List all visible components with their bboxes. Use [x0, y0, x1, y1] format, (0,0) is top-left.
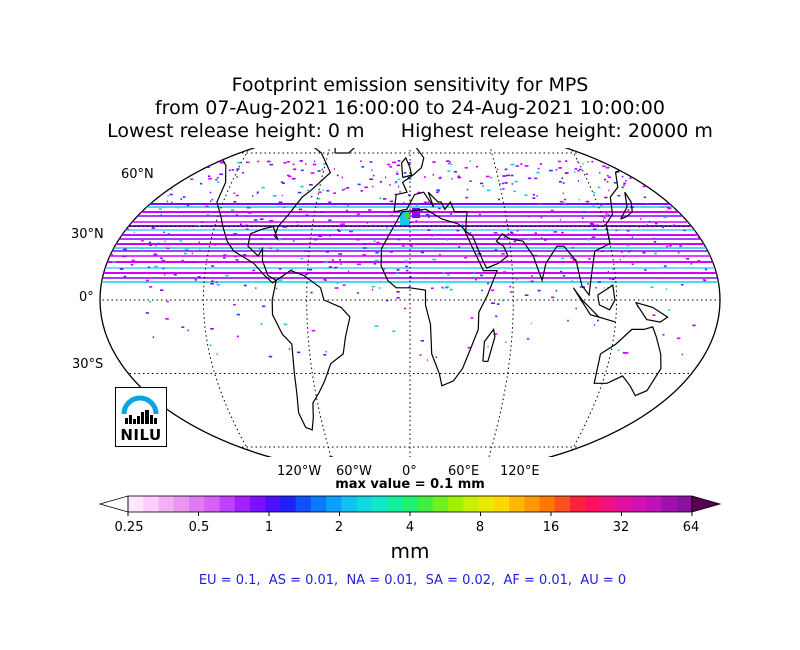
meridian-line — [202, 148, 297, 457]
colorbar-unit-label: mm — [390, 539, 430, 563]
colorbar-tick-label: 0.5 — [188, 520, 210, 535]
coastline-path — [635, 301, 669, 323]
lon-label-60e: 60°E — [448, 464, 480, 479]
lon-label-120w: 120°W — [277, 464, 322, 479]
coastline-path — [482, 327, 496, 362]
colorbar-tick-label: 64 — [682, 520, 700, 535]
lat-label-0: 0° — [79, 290, 94, 305]
title-line-3: Lowest release height: 0 m Highest relea… — [107, 120, 713, 142]
colorbar-tick-label: 2 — [334, 520, 344, 535]
title-line-1: Footprint emission sensitivity for MPS — [231, 74, 589, 96]
coastlines — [177, 148, 691, 457]
coastline-path — [393, 148, 646, 297]
footprint-speckles — [110, 160, 713, 361]
colorbar-tick-label: 32 — [612, 520, 630, 535]
nilu-logo-text: NILU — [120, 426, 162, 444]
coastline-path — [593, 326, 662, 397]
coastline-path — [597, 284, 616, 311]
meridian-line — [523, 148, 618, 457]
colorbar-tick-label: 4 — [405, 520, 415, 535]
graticule — [100, 148, 720, 457]
colorbar-tick-label: 0.25 — [114, 520, 144, 535]
meridian-line — [306, 148, 354, 457]
lon-label-60w: 60°W — [336, 464, 372, 479]
coastline-path — [400, 156, 413, 179]
coastline-path — [328, 148, 388, 154]
coastline-path — [572, 287, 616, 323]
region-totals: EU = 0.1, AS = 0.01, NA = 0.01, SA = 0.0… — [198, 573, 627, 588]
nilu-logo: NILU — [115, 387, 167, 447]
coastline-path — [380, 208, 498, 387]
coastline-path — [271, 269, 351, 431]
colorbar-tick-label: 16 — [542, 520, 560, 535]
lat-label-30s: 30°S — [72, 357, 104, 372]
lat-label-30n: 30°N — [71, 227, 104, 242]
coastline-path — [184, 148, 332, 284]
lon-label-120e: 120°E — [500, 464, 540, 479]
nilu-logo-icon — [121, 395, 159, 424]
max-value-label: max value = 0.1 mm — [335, 477, 485, 492]
colorbar-tick-label: 8 — [475, 520, 485, 535]
coastline-path — [620, 191, 633, 220]
lon-label-0: 0° — [402, 464, 417, 479]
title-line-2: from 07-Aug-2021 16:00:00 to 24-Aug-2021… — [154, 97, 665, 119]
meridian-line — [466, 148, 514, 457]
lat-label-60n: 60°N — [121, 167, 154, 182]
colorbar-tick-label: 1 — [264, 520, 274, 535]
